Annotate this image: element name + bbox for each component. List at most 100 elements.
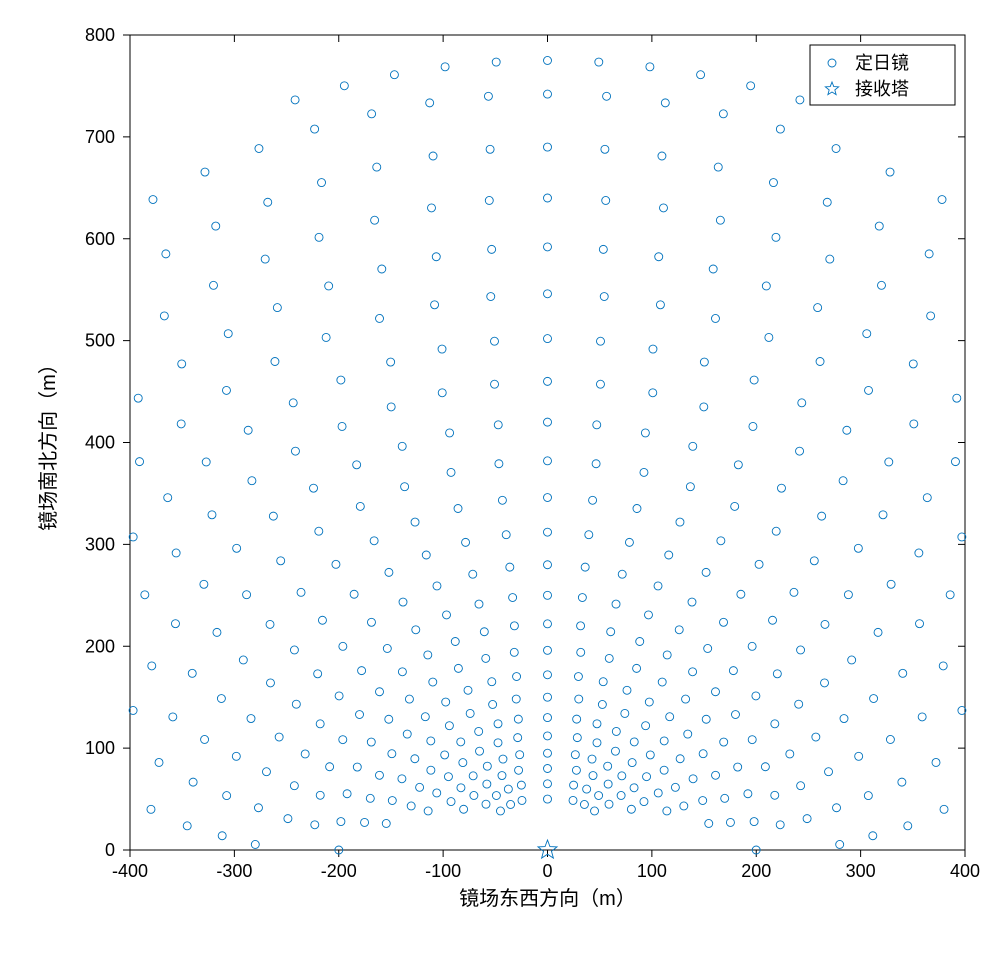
heliostat-marker <box>569 796 577 804</box>
heliostat-marker <box>642 722 650 730</box>
heliostat-marker <box>833 804 841 812</box>
heliostat-marker <box>422 551 430 559</box>
heliostat-marker <box>744 790 752 798</box>
heliostat-marker <box>387 403 395 411</box>
x-tick-label: -200 <box>321 861 357 881</box>
axes-box <box>130 35 965 850</box>
heliostat-marker <box>720 738 728 746</box>
x-tick-label: -100 <box>425 861 461 881</box>
heliostat-marker <box>633 505 641 513</box>
heliostat-marker <box>618 772 626 780</box>
heliostat-marker <box>371 216 379 224</box>
x-tick-label: 300 <box>846 861 876 881</box>
heliostat-marker <box>232 752 240 760</box>
heliostat-marker <box>904 822 912 830</box>
heliostat-marker <box>494 739 502 747</box>
heliostat-marker <box>469 772 477 780</box>
heliostat-marker <box>644 611 652 619</box>
heliostat-marker <box>494 720 502 728</box>
heliostat-marker <box>660 766 668 774</box>
heliostat-marker <box>495 460 503 468</box>
heliostat-marker <box>382 819 390 827</box>
heliostat-marker <box>593 421 601 429</box>
heliostat-marker <box>162 250 170 258</box>
heliostat-marker <box>938 196 946 204</box>
heliostat-marker <box>490 337 498 345</box>
heliostat-marker <box>445 722 453 730</box>
heliostat-marker <box>777 484 785 492</box>
heliostat-group <box>129 56 966 854</box>
heliostat-marker <box>544 620 552 628</box>
heliostat-marker <box>311 821 319 829</box>
heliostat-marker <box>748 642 756 650</box>
heliostat-marker <box>623 686 631 694</box>
heliostat-marker <box>689 442 697 450</box>
heliostat-marker <box>645 698 653 706</box>
heliostat-marker <box>275 733 283 741</box>
heliostat-marker <box>188 669 196 677</box>
heliostat-marker <box>446 429 454 437</box>
heliostat-marker <box>438 345 446 353</box>
heliostat-marker <box>686 483 694 491</box>
heliostat-marker <box>502 531 510 539</box>
heliostat-marker <box>498 496 506 504</box>
heliostat-marker <box>772 527 780 535</box>
heliostat-marker <box>462 538 470 546</box>
heliostat-marker <box>475 727 483 735</box>
heliostat-marker <box>164 494 172 502</box>
heliostat-marker <box>716 216 724 224</box>
heliostat-marker <box>424 807 432 815</box>
heliostat-marker <box>432 253 440 261</box>
heliostat-marker <box>368 110 376 118</box>
heliostat-marker <box>699 750 707 758</box>
heliostat-marker <box>578 594 586 602</box>
heliostat-marker <box>460 805 468 813</box>
heliostat-marker <box>663 807 671 815</box>
heliostat-marker <box>640 468 648 476</box>
heliostat-marker <box>169 713 177 721</box>
heliostat-marker <box>750 376 758 384</box>
y-tick-label: 400 <box>85 433 115 453</box>
heliostat-marker <box>208 511 216 519</box>
heliostat-marker <box>183 822 191 830</box>
heliostat-marker <box>711 314 719 322</box>
heliostat-marker <box>426 99 434 107</box>
heliostat-marker <box>570 781 578 789</box>
heliostat-marker <box>749 422 757 430</box>
heliostat-marker <box>656 301 664 309</box>
heliostat-marker <box>731 502 739 510</box>
heliostat-marker <box>326 763 334 771</box>
x-tick-label: 200 <box>741 861 771 881</box>
heliostat-marker <box>953 394 961 402</box>
heliostat-marker <box>411 518 419 526</box>
heliostat-marker <box>224 330 232 338</box>
heliostat-marker <box>255 145 263 153</box>
heliostat-marker <box>700 403 708 411</box>
heliostat-marker <box>172 549 180 557</box>
heliostat-marker <box>769 179 777 187</box>
heliostat-marker <box>383 644 391 652</box>
heliostat-marker <box>666 713 674 721</box>
heliostat-marker <box>350 590 358 598</box>
heliostat-marker <box>266 679 274 687</box>
heliostat-marker <box>356 502 364 510</box>
heliostat-marker <box>343 790 351 798</box>
heliostat-marker <box>441 63 449 71</box>
heliostat-marker <box>544 90 552 98</box>
heliostat-marker <box>223 792 231 800</box>
heliostat-marker <box>269 512 277 520</box>
chart-svg: -400-300-200-100010020030040001002003004… <box>0 0 1000 954</box>
y-tick-label: 100 <box>85 738 115 758</box>
heliostat-marker <box>233 544 241 552</box>
heliostat-marker <box>512 695 520 703</box>
heliostat-marker <box>697 71 705 79</box>
heliostat-marker <box>366 794 374 802</box>
heliostat-marker <box>603 92 611 100</box>
heliostat-marker <box>598 700 606 708</box>
heliostat-marker <box>398 775 406 783</box>
heliostat-marker <box>646 63 654 71</box>
heliostat-marker <box>457 738 465 746</box>
heliostat-marker <box>544 714 552 722</box>
heliostat-marker <box>217 695 225 703</box>
heliostat-marker <box>544 795 552 803</box>
